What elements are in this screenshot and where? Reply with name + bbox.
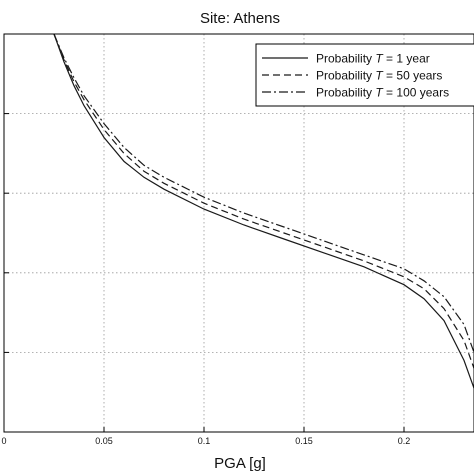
series-line-solid (53, 34, 474, 389)
x-tick-label: 0.2 (398, 436, 411, 446)
legend-label: Probability T = 50 years (316, 69, 442, 83)
legend-label: Probability T = 100 years (316, 86, 449, 100)
x-tick-label: 0.05 (95, 436, 113, 446)
series-line-dashdot (53, 34, 474, 353)
legend: Probability T = 1 year Probability T = 50… (255, 43, 474, 107)
x-tick-label: 0 (1, 436, 6, 446)
plot-frame (3, 33, 474, 433)
legend-label: Probability T = 1 year (316, 52, 430, 66)
axis-ticks: 0 0.05 0.1 0.15 0.2 (1, 33, 411, 446)
x-tick-label: 0.1 (198, 436, 211, 446)
series-lines (53, 34, 474, 389)
legend-box (255, 43, 474, 107)
series-line-dashed (53, 34, 474, 369)
chart-title: Site: Athens (200, 10, 280, 27)
x-tick-label: 0.15 (295, 436, 313, 446)
x-axis-label: PGA [g] (214, 455, 266, 472)
